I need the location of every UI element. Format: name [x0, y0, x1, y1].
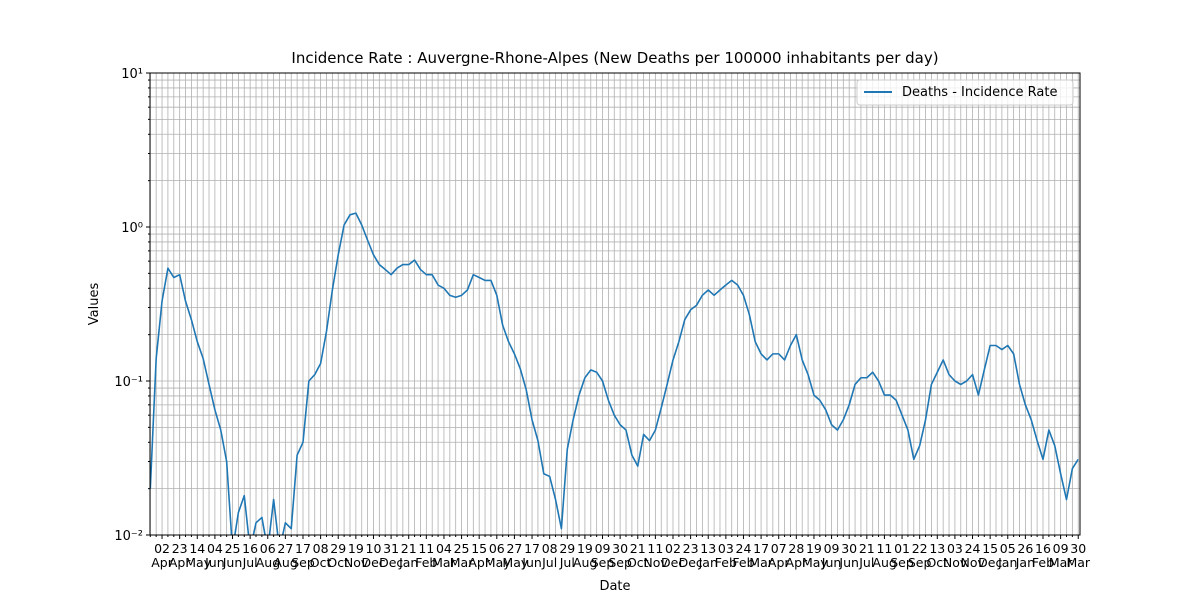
- x-tick-label: 17 Mar: [749, 541, 773, 570]
- x-tick-label: 02 Apr: [151, 541, 173, 570]
- x-tick-label: 09 Jun: [821, 541, 842, 570]
- x-tick-label: 06 Aug: [255, 541, 281, 570]
- x-tick-label: 16 Feb: [1031, 541, 1055, 570]
- chart-title: Incidence Rate : Auvergne-Rhone-Alpes (N…: [291, 49, 938, 67]
- x-tick-label: 23 Dec: [678, 541, 703, 570]
- x-tick-label: 09 Sep: [590, 541, 615, 570]
- x-tick-label: 14 May: [185, 541, 212, 570]
- x-tick-label: 16 Jul: [242, 541, 259, 570]
- x-tick-label: 13 Jan: [698, 541, 718, 570]
- data-line: [150, 212, 1079, 535]
- x-tick-label: 27 Aug: [273, 541, 298, 570]
- x-tick-label: 30 Jun: [839, 541, 859, 570]
- x-tick-label: 25 Jun: [222, 541, 243, 570]
- x-axis-label: Date: [599, 579, 630, 594]
- x-tick-label: 08 Jul: [541, 541, 558, 570]
- x-tick-label: 15 Apr: [468, 541, 490, 570]
- x-tick-label: 19 Nov: [343, 541, 369, 570]
- x-tick-label: 06 May: [484, 541, 511, 570]
- x-tick-label: 10 Dec: [361, 541, 386, 570]
- plot-area: [150, 212, 1079, 535]
- x-tick-label: 27 May: [502, 541, 529, 570]
- legend-box: [856, 79, 1074, 106]
- x-tick-label: 26 Jan: [1015, 541, 1036, 570]
- x-tick-label: 29 Oct: [327, 541, 350, 570]
- x-tick-label: 19 Aug: [572, 541, 598, 570]
- x-tick-label: 19 May: [801, 541, 828, 570]
- x-tick-label: 23 Apr: [168, 541, 191, 570]
- x-tick-label: 13 Oct: [926, 541, 949, 570]
- x-tick-label: 07 Apr: [767, 541, 790, 570]
- x-tick-label: 29 Jul: [559, 541, 576, 570]
- x-tick-label: 04 Mar: [432, 541, 456, 570]
- x-tick-label: 04 Jun: [205, 541, 225, 570]
- y-tick-label: 10⁻¹: [114, 375, 143, 390]
- x-tick-label: 21 Oct: [626, 541, 649, 570]
- x-tick-label: 30 Sep: [608, 541, 632, 570]
- x-tick-label: 11 Nov: [643, 541, 668, 570]
- x-tick-label: 01 Sep: [890, 541, 914, 570]
- grid: [149, 72, 1080, 536]
- legend: Deaths - Incidence Rate: [856, 79, 1074, 106]
- x-tick-label: 09 Mar: [1048, 541, 1073, 570]
- x-tick-label: 31 Dec: [379, 541, 404, 570]
- x-tick-label: 17 Sep: [291, 541, 315, 570]
- x-tick-label: 03 Feb: [714, 541, 737, 570]
- legend-label: Deaths - Incidence Rate: [902, 85, 1057, 100]
- y-tick-label: 10⁻²: [114, 529, 143, 544]
- x-tick-label: 17 Jun: [522, 541, 542, 570]
- y-axis-label: Values: [87, 283, 102, 326]
- x-tick-label: 08 Oct: [309, 541, 332, 570]
- x-tick-label: 22 Sep: [907, 541, 932, 570]
- x-tick-label: 03 Nov: [942, 541, 968, 570]
- x-tick-label: 11 Feb: [415, 541, 438, 570]
- x-tick-label: 24 Feb: [732, 541, 755, 570]
- x-tick-label: 02 Dec: [660, 541, 686, 570]
- x-tick-label: 24 Nov: [960, 541, 985, 570]
- x-tick-label: 30 Mar: [1066, 541, 1091, 570]
- y-tick-label: 10¹: [121, 67, 143, 82]
- y-tick-label: 10⁰: [121, 221, 143, 236]
- x-tick-label: 05 Jan: [998, 541, 1018, 570]
- x-tick-label: 28 Apr: [785, 541, 808, 570]
- x-tick-label: 11 Aug: [872, 541, 897, 570]
- x-tick-label: 25 Mar: [449, 541, 474, 570]
- axes-frame: [149, 72, 1081, 536]
- x-tick-label: 21 Jul: [858, 541, 875, 570]
- x-tick-label: 15 Dec: [978, 541, 1003, 570]
- x-tick-label: 21 Jan: [399, 541, 419, 570]
